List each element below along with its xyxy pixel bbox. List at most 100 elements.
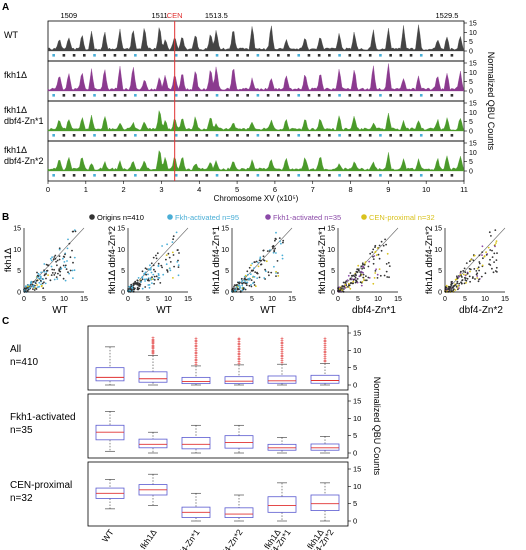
scatter-point: [281, 254, 284, 257]
x-axis-label: WT: [156, 305, 172, 316]
scatter-point: [130, 289, 133, 292]
chromosome-top-label: CEN: [167, 11, 183, 20]
outlier-mark: +: [194, 354, 198, 360]
scatter-point: [132, 284, 135, 287]
scatter-point: [343, 288, 345, 290]
origin-marker: [358, 54, 362, 57]
scatter-point: [245, 284, 248, 287]
box-plot: [95, 346, 125, 386]
scatter-point: [144, 267, 147, 270]
scatter-point: [50, 265, 53, 268]
scatter-point: [141, 270, 144, 273]
y-tick-label: 0: [225, 290, 229, 297]
scatter-point: [476, 277, 479, 279]
scatter-point: [491, 249, 493, 252]
scatter-point: [143, 278, 146, 281]
scatter-point: [464, 274, 467, 277]
scatter-point: [358, 269, 360, 272]
outlier-mark: +: [237, 351, 241, 357]
box-x-label: dbf4-Zn*1: [172, 527, 202, 550]
scatter-point: [452, 289, 455, 291]
scatter-point: [457, 284, 460, 287]
track-label: WT: [4, 30, 18, 40]
scatter-point: [167, 252, 170, 255]
outlier-mark: +: [194, 338, 198, 344]
origin-marker: [225, 174, 229, 177]
scatter-point: [51, 272, 54, 274]
scatter-point: [68, 242, 71, 245]
scatter-point: [152, 264, 155, 267]
scatter-point: [238, 287, 241, 289]
track-label: dbf4-Zn*1: [4, 116, 44, 126]
origin-marker: [317, 134, 321, 137]
scatter-point: [243, 277, 246, 280]
origin-marker: [419, 94, 423, 97]
scatter-point: [255, 260, 258, 263]
scatter-point: [50, 274, 53, 276]
y-tick-label: 10: [353, 414, 361, 423]
x-tick-label: 5: [463, 296, 467, 303]
scatter-point: [494, 229, 497, 232]
y-tick-label: 15: [117, 226, 125, 233]
outlier-mark: +: [194, 350, 198, 356]
scatter-point: [267, 271, 270, 274]
y-tick-label: 10: [434, 247, 442, 254]
scatter-point: [172, 277, 174, 279]
scatter-point: [239, 285, 241, 287]
origin-marker: [338, 174, 341, 177]
box-plot: [310, 436, 340, 454]
outlier-mark: +: [237, 358, 241, 364]
x-axis-label: dbf4-Zn*2: [459, 305, 503, 316]
origin-marker: [368, 174, 372, 177]
scatter-point: [166, 271, 169, 273]
scatter-point: [35, 280, 38, 282]
origin-marker: [256, 54, 260, 57]
track-label: fkh1Δ: [4, 105, 27, 115]
scatter-point: [243, 279, 246, 282]
scatter-point: [386, 252, 389, 255]
scatter-point: [141, 278, 144, 281]
scatter-point: [262, 255, 265, 258]
scatter-point: [279, 240, 281, 243]
scatter-point: [456, 282, 458, 285]
origin-marker: [185, 54, 188, 57]
origin-marker: [62, 174, 66, 177]
coverage-area: [47, 150, 465, 172]
outlier-mark: +: [280, 353, 284, 359]
scatter-point: [241, 281, 243, 283]
origin-marker: [93, 134, 96, 137]
outlier-mark: +: [237, 346, 241, 352]
scatter-point: [348, 282, 350, 285]
scatter-point: [66, 247, 69, 250]
scatter-point: [349, 277, 352, 280]
scatter-point: [45, 273, 47, 275]
scatter-point: [465, 262, 468, 264]
origin-marker: [123, 134, 127, 137]
scatter-point: [40, 283, 42, 286]
origin-marker: [144, 134, 147, 137]
origin-marker: [215, 94, 219, 97]
scatter-point: [128, 285, 131, 288]
scatter-point: [254, 271, 257, 273]
scatter-point: [372, 255, 374, 258]
origin-marker: [154, 94, 158, 97]
scatter-point: [26, 290, 29, 292]
scatter-point: [476, 275, 479, 277]
scatter-point: [376, 273, 379, 276]
scatter-point: [481, 254, 483, 256]
outlier-mark: +: [280, 348, 284, 354]
origin-marker: [103, 174, 107, 177]
scatter-point: [445, 288, 447, 291]
origin-marker: [287, 134, 290, 137]
scatter-point: [350, 274, 353, 277]
scatter-point: [485, 254, 488, 256]
scatter-point: [176, 249, 179, 252]
scatter-point: [152, 273, 155, 276]
scatter-point: [462, 270, 465, 272]
scatter-point: [151, 282, 153, 284]
origin-marker: [307, 174, 311, 177]
scatter-point: [269, 249, 271, 251]
outlier-mark: +: [323, 342, 327, 348]
scatter-point: [47, 264, 50, 267]
